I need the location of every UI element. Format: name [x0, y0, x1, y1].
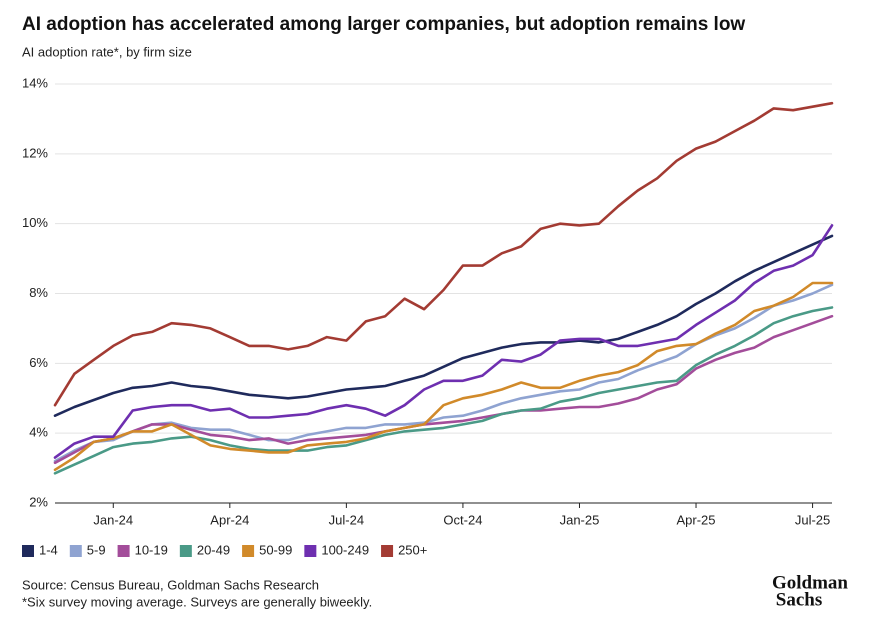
- logo: Goldman: [772, 572, 848, 593]
- x-tick-label: Jul-25: [795, 512, 830, 527]
- x-tick-label: Jan-24: [93, 512, 133, 527]
- y-tick-label: 2%: [29, 494, 48, 509]
- source: Source: Census Bureau, Goldman Sachs Res…: [22, 577, 319, 592]
- chart-subtitle: AI adoption rate*, by firm size: [22, 44, 192, 59]
- x-tick-label: Apr-24: [210, 512, 249, 527]
- legend-swatch: [69, 545, 82, 557]
- note: *Six survey moving average. Surveys are …: [22, 594, 372, 609]
- legend-swatch: [22, 545, 34, 557]
- series-line: [53, 281, 834, 472]
- legend-swatch: [242, 545, 255, 557]
- y-tick-label: 8%: [29, 285, 48, 300]
- series-line: [53, 234, 834, 417]
- y-tick-label: 4%: [29, 425, 48, 440]
- x-tick-label: Jul-24: [329, 512, 364, 527]
- legend-label: 10-19: [135, 542, 168, 557]
- x-tick-label: Apr-25: [677, 512, 716, 527]
- legend-swatch: [117, 545, 130, 557]
- x-tick-label: Oct-24: [443, 512, 482, 527]
- legend-swatch: [179, 545, 192, 557]
- y-tick-label: 12%: [22, 145, 48, 160]
- legend-swatch: [304, 545, 317, 557]
- x-tick-label: Jan-25: [560, 512, 600, 527]
- legend-label: 50-99: [259, 542, 292, 557]
- chart-title: AI adoption has accelerated among larger…: [22, 14, 745, 35]
- legend-label: 5-9: [87, 542, 106, 557]
- series-line: [53, 306, 834, 475]
- y-tick-label: 14%: [22, 75, 48, 90]
- series-line: [53, 224, 834, 459]
- legend-swatch: [381, 545, 394, 557]
- legend-label: 20-49: [197, 542, 230, 557]
- legend-label: 1-4: [39, 542, 58, 557]
- y-tick-label: 6%: [29, 355, 48, 370]
- y-tick-label: 10%: [22, 215, 48, 230]
- legend-label: 100-249: [321, 542, 369, 557]
- series-line: [53, 101, 834, 407]
- logo: Sachs: [776, 589, 822, 610]
- legend-label: 250+: [398, 542, 427, 557]
- series-line: [53, 314, 834, 465]
